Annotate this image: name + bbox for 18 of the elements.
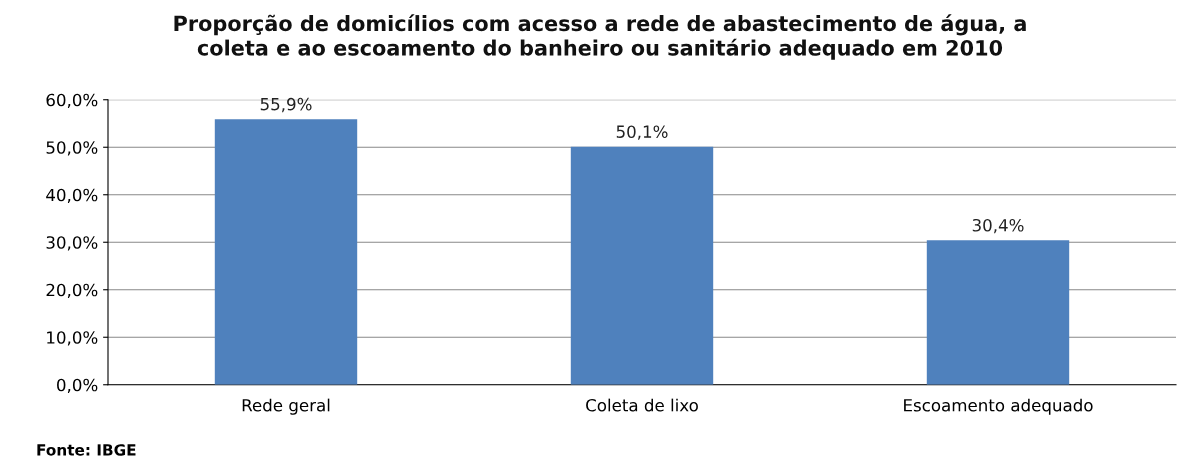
y-tick-label: 10,0% xyxy=(47,331,98,346)
y-tick-label: 40,0% xyxy=(46,188,98,204)
y-tick-label: 50,0% xyxy=(46,141,98,156)
x-tick-label: Escoamento adequado xyxy=(904,398,1093,415)
y-tick-label: 20,0% xyxy=(46,283,98,299)
chart-title: Proporção de domicílios com acesso a rede de abastecimento de água, a coleta e ao escoamento do banheiro ou sanitário adequado em 2010 xyxy=(174,14,1026,60)
source-note: Fonte: IBGE xyxy=(37,444,136,456)
data-label: 30,4% xyxy=(972,218,1024,234)
data-label: 55,9% xyxy=(260,97,312,113)
y-tick-label: 0,0% xyxy=(57,378,98,394)
y-tick-label: 60,0% xyxy=(46,93,98,109)
bar xyxy=(570,146,714,385)
y-tick-label: 30,0% xyxy=(46,236,98,251)
data-label: 50,1% xyxy=(616,125,668,140)
bar xyxy=(926,240,1070,385)
x-tick-label: Rede geral xyxy=(242,398,330,415)
x-tick-label: Coleta de lixo xyxy=(586,398,698,412)
bar xyxy=(214,119,358,385)
